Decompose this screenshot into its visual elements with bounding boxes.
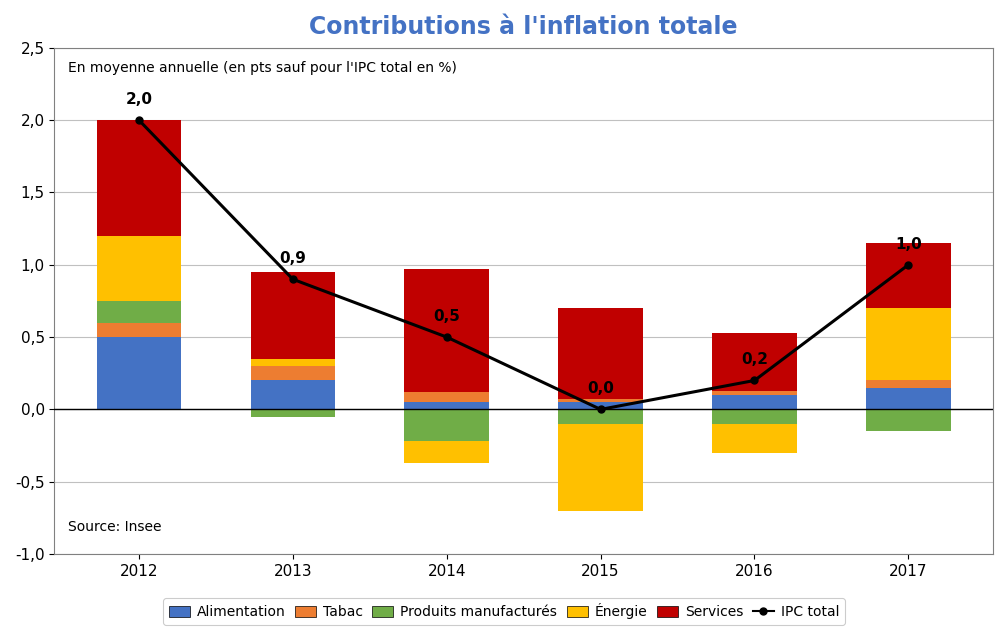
Bar xyxy=(866,410,951,431)
IPC total xyxy=(902,261,914,269)
IPC total xyxy=(595,406,607,413)
IPC total xyxy=(287,276,299,283)
Text: 2,0: 2,0 xyxy=(125,92,152,107)
Bar xyxy=(404,441,489,463)
Legend: Alimentation, Tabac, Produits manufacturés, Énergie, Services, IPC total: Alimentation, Tabac, Produits manufactur… xyxy=(163,598,845,625)
IPC total xyxy=(749,377,761,384)
Bar xyxy=(404,269,489,392)
Line: IPC total: IPC total xyxy=(135,117,912,413)
Bar xyxy=(558,308,643,399)
Title: Contributions à l'inflation totale: Contributions à l'inflation totale xyxy=(309,15,738,39)
Bar xyxy=(97,323,181,337)
Text: 0,2: 0,2 xyxy=(741,352,768,368)
Text: En moyenne annuelle (en pts sauf pour l'IPC total en %): En moyenne annuelle (en pts sauf pour l'… xyxy=(69,60,458,74)
Bar xyxy=(251,366,336,380)
Bar xyxy=(251,380,336,410)
Text: 1,0: 1,0 xyxy=(895,237,921,252)
IPC total xyxy=(440,333,453,341)
Bar xyxy=(713,391,796,395)
Bar xyxy=(251,410,336,417)
Bar xyxy=(713,410,796,424)
Bar xyxy=(558,410,643,424)
Text: 0,0: 0,0 xyxy=(588,382,614,396)
Bar xyxy=(558,424,643,511)
IPC total xyxy=(133,116,145,124)
Bar xyxy=(404,410,489,441)
Bar xyxy=(97,301,181,323)
Text: Source: Insee: Source: Insee xyxy=(69,520,162,534)
Bar xyxy=(251,272,336,359)
Bar xyxy=(404,392,489,402)
Bar xyxy=(558,399,643,402)
Bar xyxy=(558,402,643,410)
Text: 0,5: 0,5 xyxy=(433,309,461,324)
Bar xyxy=(713,424,796,453)
Bar xyxy=(713,333,796,391)
Bar xyxy=(866,380,951,388)
Bar xyxy=(97,337,181,410)
Text: 0,9: 0,9 xyxy=(279,251,306,266)
Bar xyxy=(866,243,951,308)
Bar xyxy=(97,236,181,301)
Bar xyxy=(866,308,951,380)
Bar xyxy=(251,359,336,366)
Bar xyxy=(866,388,951,410)
Bar xyxy=(97,120,181,236)
Bar xyxy=(404,402,489,410)
Bar xyxy=(713,395,796,410)
